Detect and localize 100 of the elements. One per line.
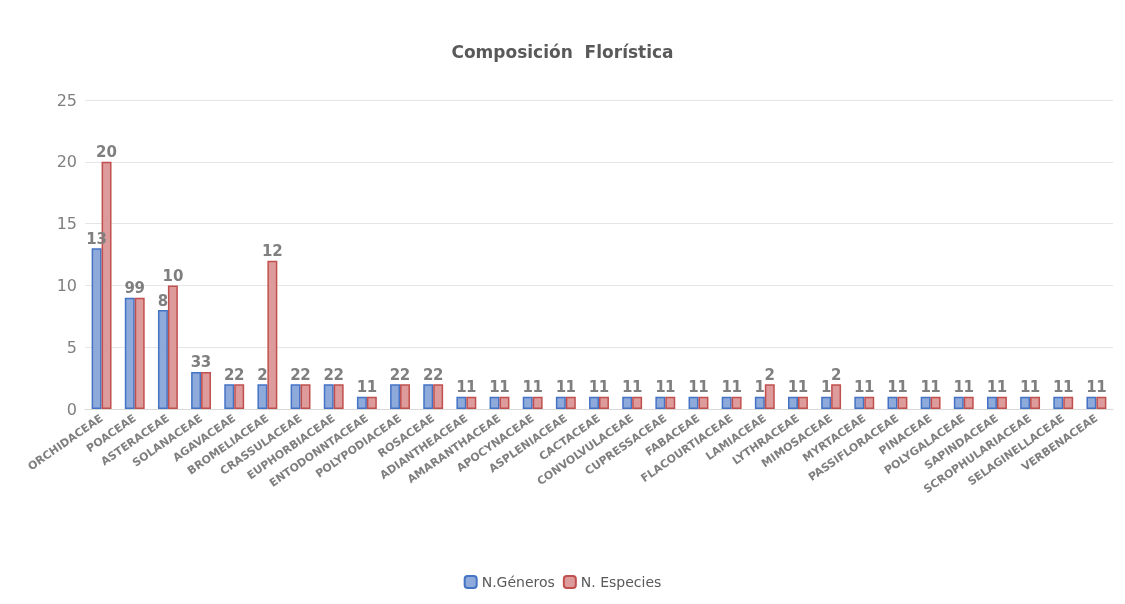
bar [731, 396, 742, 409]
data-label: 1 [621, 378, 633, 397]
data-label: 2 [423, 365, 434, 384]
data-label: 2 [432, 365, 444, 384]
data-label: 1 [864, 378, 875, 397]
bar [698, 396, 709, 409]
data-label: 1 [698, 378, 709, 397]
bar [489, 396, 500, 409]
data-label: 20 [96, 143, 117, 162]
bar [201, 371, 212, 409]
data-label: 2 [224, 365, 235, 384]
data-label: 2 [257, 365, 268, 384]
data-label: 1 [1029, 378, 1041, 397]
data-label: 1 [820, 378, 832, 397]
data-label: 1 [489, 378, 500, 397]
data-label: 1 [688, 378, 699, 397]
data-label: 2 [399, 365, 411, 384]
data-label: 8 [157, 291, 169, 310]
data-label: 2 [300, 365, 311, 384]
data-label: 12 [261, 242, 283, 261]
bar [1053, 396, 1064, 409]
data-label: 10 [162, 266, 184, 285]
data-label: 1 [565, 378, 577, 397]
y-tick-label: 15 [56, 214, 77, 234]
data-label: 1 [665, 378, 676, 397]
data-label: 1 [655, 378, 666, 397]
data-label: 1 [1086, 378, 1097, 397]
y-tick-label: 25 [56, 90, 77, 110]
bar [920, 396, 931, 409]
bar [930, 396, 941, 409]
data-label: 1 [721, 378, 732, 397]
bar [854, 396, 865, 409]
bar [1086, 396, 1097, 409]
bar [224, 384, 235, 409]
bar [1030, 396, 1041, 409]
bar [788, 396, 798, 409]
bar [996, 396, 1007, 409]
data-label: 1 [787, 378, 799, 397]
bar [157, 310, 168, 409]
bar [134, 297, 145, 409]
bar [400, 384, 410, 409]
data-label: 1 [897, 378, 908, 397]
bar [532, 396, 543, 409]
legend-label: N.Géneros [481, 574, 555, 590]
data-label: 1 [631, 378, 643, 397]
data-label: 1 [996, 378, 1008, 397]
data-label: 1 [854, 378, 865, 397]
data-label: 1 [1063, 378, 1074, 397]
bar [864, 396, 875, 409]
bar [167, 285, 178, 409]
data-label: 1 [366, 378, 378, 397]
bar [433, 384, 444, 409]
bar [797, 396, 808, 409]
bar [721, 396, 732, 409]
y-tick-label: 10 [56, 275, 77, 295]
bar [1096, 396, 1107, 409]
data-label: 1 [1096, 378, 1107, 397]
bar [257, 384, 268, 409]
bar [234, 384, 245, 409]
bar [522, 396, 533, 409]
bar [390, 384, 401, 409]
bar [655, 396, 666, 409]
data-label: 1 [953, 378, 965, 397]
data-label: 1 [456, 378, 467, 397]
data-label: 2 [830, 365, 842, 384]
bar [897, 396, 908, 409]
legend-label: N. Especies [580, 574, 662, 590]
data-label: 1 [555, 378, 567, 397]
bar [323, 384, 334, 409]
data-label: 1 [1053, 378, 1064, 397]
data-label: 9 [124, 279, 135, 298]
data-label: 1 [754, 378, 766, 397]
bar [300, 384, 311, 409]
bar [366, 396, 377, 409]
data-label: 1 [1019, 378, 1031, 397]
data-label: 2 [764, 365, 775, 384]
bar [555, 396, 566, 409]
data-label: 1 [598, 378, 610, 397]
bar [356, 396, 367, 409]
bar [267, 260, 278, 409]
bar [754, 396, 765, 409]
data-label: 1 [466, 378, 477, 397]
bar [622, 396, 633, 409]
data-label: 2 [323, 365, 334, 384]
bar [599, 396, 609, 409]
y-tick-label: 20 [56, 152, 77, 172]
data-label: 1 [986, 378, 998, 397]
data-label: 1 [532, 378, 543, 397]
bar [1020, 396, 1031, 409]
data-label: 2 [290, 365, 301, 384]
data-label: 1 [920, 378, 931, 397]
bar [831, 384, 842, 409]
data-label: 1 [731, 378, 742, 397]
bar [191, 371, 202, 409]
data-label: 1 [887, 378, 898, 397]
bar [953, 396, 964, 409]
y-tick-label: 0 [66, 399, 77, 419]
bar [764, 384, 775, 409]
bar [333, 384, 344, 409]
chart-title: Composición Florística [451, 41, 674, 62]
